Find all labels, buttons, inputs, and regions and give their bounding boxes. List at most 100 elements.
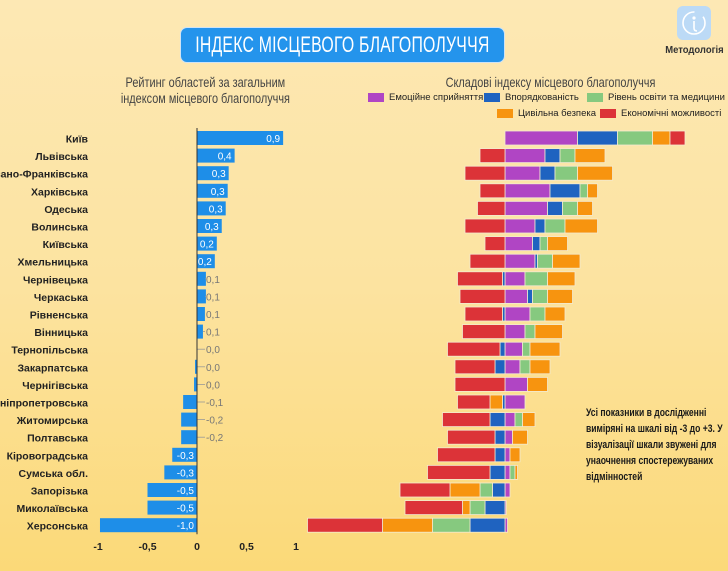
segment-emotional	[504, 482, 511, 498]
region-label: Закарпатська	[17, 362, 88, 374]
region-label: Івано-Франківська	[0, 169, 88, 181]
data-label: -0,5	[177, 486, 195, 497]
segment-education	[544, 218, 566, 234]
segment-safety	[509, 447, 521, 463]
segment-safety	[564, 218, 598, 234]
region-label: Миколаївська	[16, 503, 88, 515]
data-label: 0,1	[206, 275, 220, 286]
index-bar	[197, 289, 206, 304]
data-label: -0,5	[177, 504, 195, 515]
region-label: Харківська	[31, 186, 88, 198]
segment-economic	[447, 341, 501, 357]
segment-economic	[427, 464, 491, 480]
region-label: Хмельницька	[17, 257, 88, 269]
data-label: -1,0	[177, 521, 195, 532]
x-tick-label: 0,5	[239, 541, 254, 553]
region-label: Чернігівська	[22, 380, 88, 392]
data-label: 0,1	[206, 292, 220, 303]
methodology-button[interactable]: Методологія	[660, 6, 728, 58]
region-label: Волинська	[31, 222, 88, 234]
segment-order	[577, 130, 618, 146]
legend-item-order: Впорядкованість	[484, 92, 579, 103]
left-chart-title-line1: Рейтинг областей за загальним	[125, 74, 285, 90]
region-label: Рівненська	[30, 310, 88, 322]
region-label: Київ	[66, 134, 89, 146]
segment-economic	[457, 394, 491, 410]
index-bar	[147, 483, 197, 497]
region-label: Черкаська	[34, 292, 88, 304]
segment-economic	[484, 236, 506, 252]
index-bar	[172, 447, 197, 462]
region-label: Житомирська	[16, 415, 88, 427]
segment-safety	[577, 165, 613, 181]
x-tick-label: -1	[93, 541, 102, 553]
index-bar	[197, 201, 226, 216]
segment-safety	[547, 288, 573, 304]
segment-order	[532, 236, 541, 252]
segment-economic	[479, 148, 506, 164]
data-label: 0,2	[198, 257, 212, 268]
index-bar	[147, 500, 197, 515]
segment-safety	[462, 500, 471, 516]
segment-safety	[489, 394, 503, 410]
region-label: Херсонська	[27, 521, 88, 533]
segment-economic	[437, 447, 496, 463]
data-label: 0,3	[205, 222, 219, 233]
segment-economic	[454, 359, 496, 375]
segment-order	[527, 288, 533, 304]
index-bar	[197, 254, 215, 269]
data-label: -0,1	[206, 398, 224, 409]
segment-order	[494, 359, 506, 375]
x-tick-label: 1	[293, 541, 299, 553]
index-bar	[197, 271, 206, 286]
scale-note-text: Усі показники в дослідженні виміряні на …	[586, 407, 723, 483]
left-chart-title: Рейтинг областей за загальним індексом м…	[60, 74, 350, 106]
data-label: 0,0	[206, 380, 220, 391]
segment-emotional	[504, 464, 511, 480]
legend-label: Впорядкованість	[505, 92, 579, 103]
legend-swatch	[484, 93, 500, 102]
data-label: -0,2	[206, 416, 224, 427]
segment-emotional	[504, 376, 528, 392]
data-label: 0,3	[211, 187, 225, 198]
data-label: 0,0	[206, 345, 220, 356]
segment-economic	[469, 253, 506, 269]
segment-order	[489, 412, 506, 428]
region-label: Запорізька	[31, 486, 88, 498]
segment-order	[494, 429, 506, 445]
segment-safety	[574, 148, 606, 164]
info-icon	[677, 6, 711, 40]
segment-economic	[442, 412, 491, 428]
segment-emotional	[504, 412, 516, 428]
segment-emotional	[504, 200, 548, 216]
segment-education	[432, 517, 471, 533]
index-bar	[195, 359, 197, 374]
segment-order	[547, 200, 563, 216]
scale-note: Усі показники в дослідженні виміряні на …	[586, 405, 728, 485]
data-label: 0,4	[218, 152, 232, 163]
segment-emotional	[504, 165, 541, 181]
segment-education	[554, 165, 578, 181]
methodology-label: Методологія	[664, 44, 724, 56]
segment-education	[539, 236, 548, 252]
segment-economic	[464, 306, 503, 322]
segment-economic	[669, 130, 686, 146]
legend-item-emotional: Емоційне сприйняття	[368, 92, 483, 103]
index-bar	[181, 430, 197, 445]
segment-education	[479, 482, 493, 498]
region-label: Тернопільська	[11, 345, 88, 357]
segment-safety	[577, 200, 593, 216]
segment-education	[559, 148, 576, 164]
segment-emotional	[504, 130, 578, 146]
segment-order	[544, 148, 561, 164]
segment-economic	[454, 376, 506, 392]
segment-safety	[382, 517, 433, 533]
index-bar	[197, 183, 228, 198]
segment-education	[509, 464, 516, 480]
index-bar	[197, 307, 205, 321]
segment-emotional	[504, 271, 526, 287]
region-label: Одеська	[44, 204, 88, 216]
index-bar	[164, 465, 197, 480]
segment-order	[469, 517, 506, 533]
data-label: 0,1	[206, 328, 220, 339]
